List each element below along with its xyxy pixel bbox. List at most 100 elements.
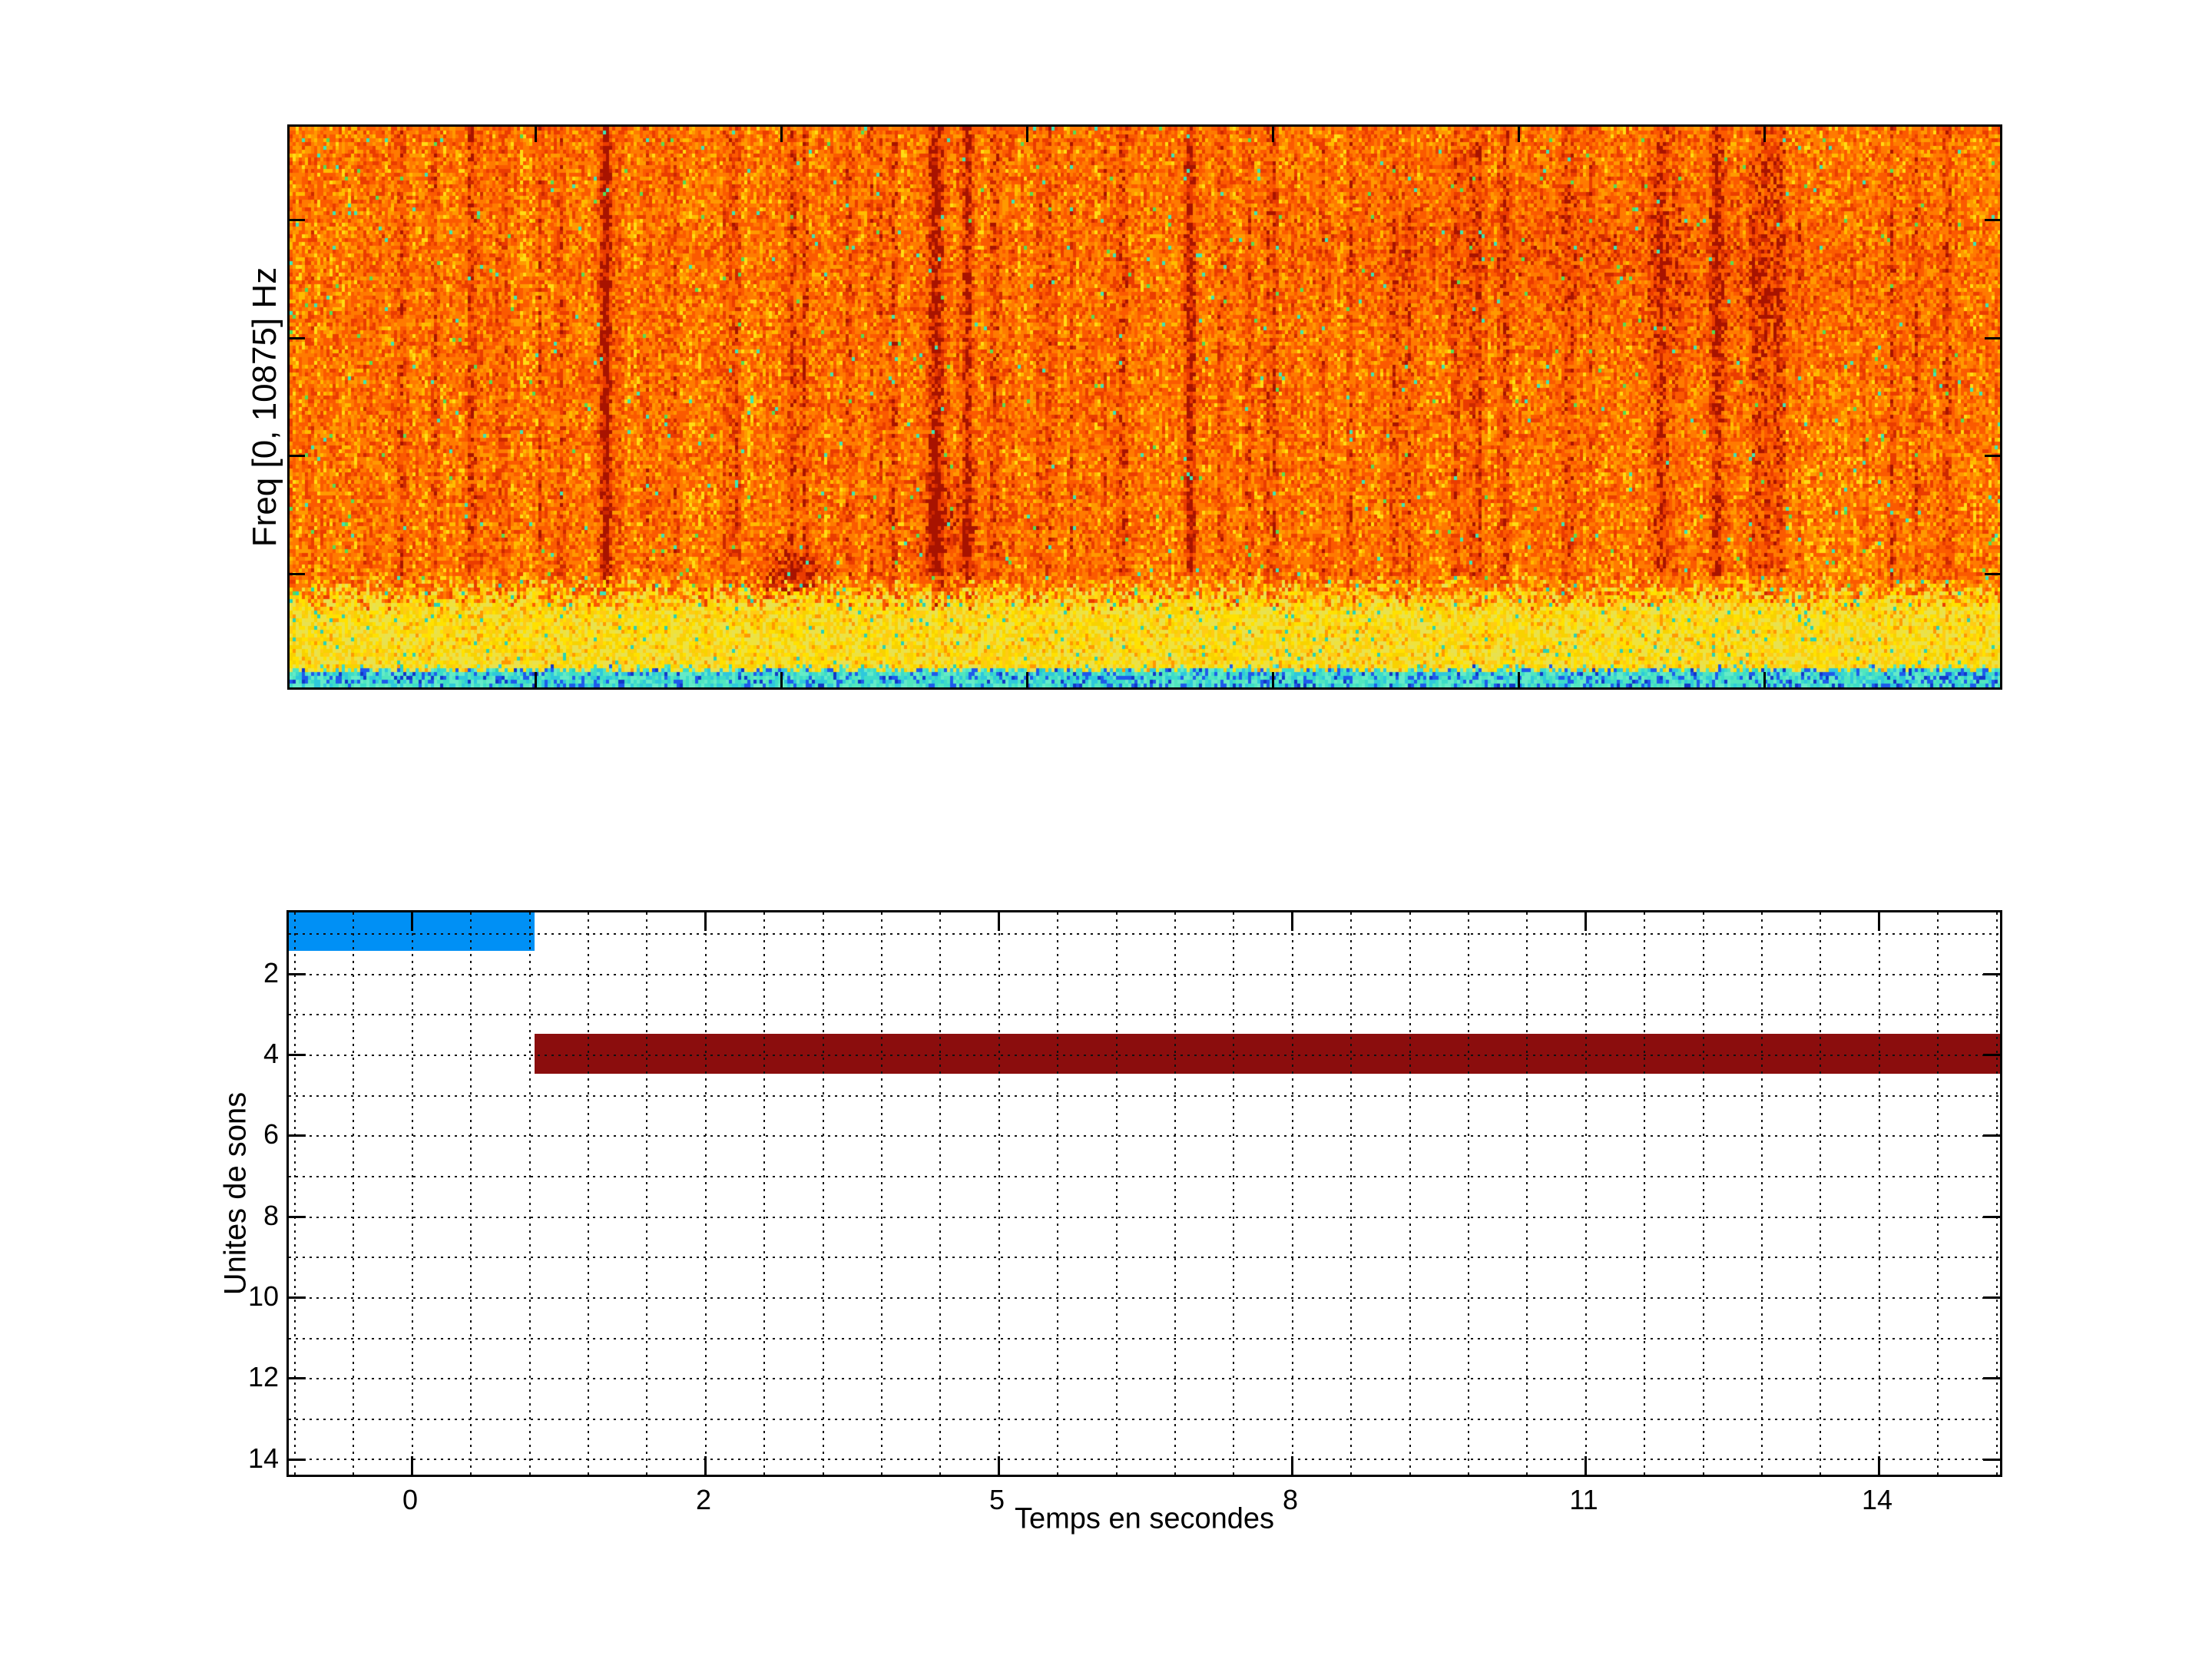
y-major-tick-left — [289, 973, 306, 975]
x-tick-label: 2 — [695, 1484, 712, 1515]
spectrogram-y-axis-label: Freq [0, 10875] Hz — [246, 267, 283, 548]
grid-line-vertical — [1644, 912, 1646, 1475]
grid-line-vertical — [998, 912, 1000, 1475]
x-major-tick-top — [704, 912, 707, 931]
grid-line-horizontal — [289, 973, 2000, 975]
grid-line-vertical — [1761, 912, 1763, 1475]
x-tick-label: 5 — [988, 1484, 1005, 1515]
x-major-tick-bottom — [411, 1456, 413, 1475]
y-tick-label: 10 — [247, 1280, 279, 1312]
spectrogram-x-tick-bottom — [1026, 672, 1028, 687]
y-tick-label: 14 — [247, 1442, 279, 1474]
grid-line-vertical — [1526, 912, 1528, 1475]
grid-line-vertical — [470, 912, 472, 1475]
spectrogram-y-tick-left — [290, 573, 305, 575]
grid-line-vertical — [1937, 912, 1939, 1475]
spectrogram-x-tick-bottom — [1763, 672, 1766, 687]
x-tick-label: 14 — [1861, 1484, 1893, 1515]
spectrogram-x-tick-top — [1272, 127, 1274, 142]
grid-line-horizontal — [289, 1257, 2000, 1259]
y-tick-label: 12 — [247, 1361, 279, 1392]
grid-line-vertical — [1174, 912, 1176, 1475]
y-major-tick-left — [289, 1296, 306, 1299]
spectrogram-x-tick-bottom — [535, 672, 537, 687]
grid-line-vertical — [1584, 912, 1587, 1475]
y-major-tick-right — [1983, 1134, 2000, 1137]
grid-line-vertical — [822, 912, 824, 1475]
spectrogram-y-tick-left — [290, 219, 305, 221]
x-major-tick-top — [411, 912, 413, 931]
grid-line-horizontal — [289, 1135, 2000, 1137]
grid-line-horizontal — [289, 1175, 2000, 1177]
grid-line-horizontal — [289, 1296, 2000, 1299]
grid-line-vertical — [1820, 912, 1822, 1475]
grid-line-vertical — [1057, 912, 1059, 1475]
spectrogram-heatmap — [290, 127, 2000, 687]
spectrogram-y-tick-right — [1985, 337, 2000, 339]
spectrogram-x-tick-bottom — [780, 672, 783, 687]
y-major-tick-left — [289, 1216, 306, 1218]
grid-line-vertical — [1115, 912, 1118, 1475]
grid-line-vertical — [588, 912, 589, 1475]
spectrogram-x-tick-top — [1763, 127, 1766, 142]
y-major-tick-right — [1983, 1377, 2000, 1379]
x-major-tick-top — [1584, 912, 1587, 931]
grid-line-horizontal — [289, 1094, 2000, 1097]
spectrogram-y-tick-left — [290, 337, 305, 339]
x-major-tick-bottom — [1291, 1456, 1293, 1475]
x-tick-label: 8 — [1282, 1484, 1299, 1515]
y-tick-label: 2 — [263, 957, 279, 988]
spectrogram-y-tick-right — [1985, 219, 2000, 221]
gantt-x-axis-label: Temps en secondes — [1015, 1502, 1274, 1535]
spectrogram-y-tick-right — [1985, 573, 2000, 575]
grid-line-vertical — [1291, 912, 1293, 1475]
grid-line-vertical — [1233, 912, 1235, 1475]
grid-line-vertical — [1702, 912, 1704, 1475]
grid-line-horizontal — [289, 933, 2000, 935]
gantt-bar-unit-4 — [535, 1034, 2000, 1074]
grid-line-vertical — [1878, 912, 1880, 1475]
y-tick-label: 4 — [263, 1038, 279, 1069]
x-tick-label: 0 — [402, 1484, 419, 1515]
spectrogram-y-tick-right — [1985, 455, 2000, 457]
y-major-tick-right — [1983, 1054, 2000, 1056]
grid-line-horizontal — [289, 1337, 2000, 1339]
y-major-tick-right — [1983, 973, 2000, 975]
grid-line-vertical — [1350, 912, 1353, 1475]
grid-line-vertical — [411, 912, 413, 1475]
y-major-tick-right — [1983, 1459, 2000, 1461]
grid-line-vertical — [763, 912, 766, 1475]
x-major-tick-top — [1878, 912, 1880, 931]
grid-line-vertical — [294, 912, 296, 1475]
grid-line-vertical — [881, 912, 882, 1475]
spectrogram-x-tick-top — [780, 127, 783, 142]
spectrogram-x-tick-top — [535, 127, 537, 142]
grid-line-horizontal — [289, 1216, 2000, 1218]
spectrogram-x-tick-top — [1026, 127, 1028, 142]
x-major-tick-bottom — [1878, 1456, 1880, 1475]
x-major-tick-top — [1291, 912, 1293, 931]
grid-line-vertical — [704, 912, 707, 1475]
x-major-tick-bottom — [1584, 1456, 1587, 1475]
grid-line-horizontal — [289, 1054, 2000, 1056]
y-major-tick-left — [289, 1054, 306, 1056]
x-major-tick-bottom — [704, 1456, 707, 1475]
grid-line-horizontal — [289, 1418, 2000, 1420]
grid-line-vertical — [646, 912, 648, 1475]
spectrogram-y-tick-left — [290, 455, 305, 457]
grid-line-vertical — [1995, 912, 1998, 1475]
grid-line-vertical — [939, 912, 942, 1475]
grid-line-vertical — [353, 912, 355, 1475]
x-tick-label: 11 — [1569, 1484, 1598, 1515]
grid-line-horizontal — [289, 1459, 2000, 1461]
spectrogram-x-tick-bottom — [1518, 672, 1520, 687]
grid-line-vertical — [1409, 912, 1411, 1475]
grid-line-horizontal — [289, 1014, 2000, 1016]
spectrogram-plot-area — [287, 124, 2002, 690]
gantt-plot-area — [286, 910, 2002, 1477]
x-major-tick-top — [998, 912, 1000, 931]
y-major-tick-right — [1983, 1296, 2000, 1299]
y-tick-label: 8 — [263, 1200, 279, 1231]
spectrogram-x-tick-bottom — [1272, 672, 1274, 687]
